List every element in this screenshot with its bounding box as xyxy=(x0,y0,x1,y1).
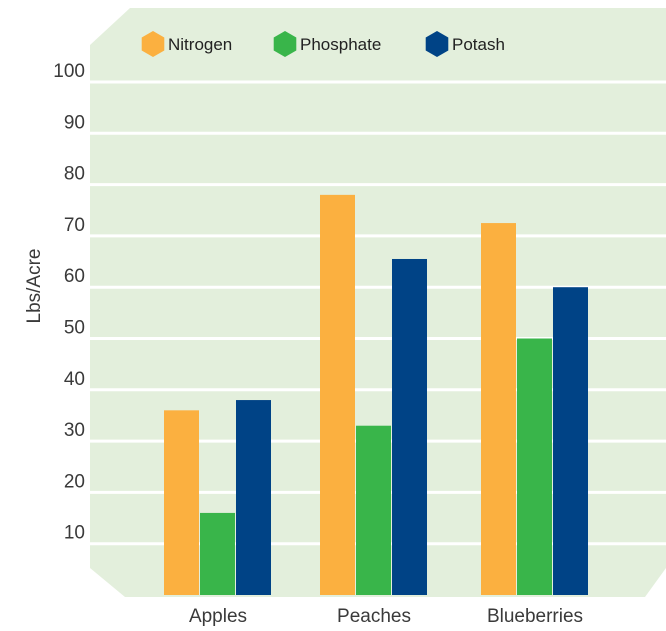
y-tick-label: 80 xyxy=(64,164,85,185)
legend-marker-nitrogen xyxy=(141,31,165,57)
bars xyxy=(164,194,588,596)
bar-potash-peaches xyxy=(392,258,427,595)
bar-nitrogen-peaches xyxy=(320,194,355,596)
legend-label: Nitrogen xyxy=(168,35,232,54)
bar-potash-blueberries xyxy=(553,287,588,595)
y-tick-label: 10 xyxy=(64,523,85,544)
y-tick-label: 40 xyxy=(64,369,85,390)
y-axis-title: Lbs/Acre xyxy=(24,249,45,324)
bar-phosphate-apples xyxy=(200,512,235,595)
category-label: Apples xyxy=(189,606,247,627)
category-label: Blueberries xyxy=(487,606,583,627)
legend-marker-phosphate xyxy=(273,31,297,57)
category-label: Peaches xyxy=(337,606,411,627)
bar-phosphate-blueberries xyxy=(517,338,552,595)
bar-nitrogen-blueberries xyxy=(481,223,516,595)
y-tick-label: 60 xyxy=(64,266,85,287)
legend: Nitrogen Phosphate Potash xyxy=(141,31,505,57)
bar-nitrogen-apples xyxy=(164,410,199,595)
legend-marker-potash xyxy=(425,31,449,57)
legend-label: Potash xyxy=(452,35,505,54)
y-tick-label: 100 xyxy=(53,61,85,82)
bar-phosphate-peaches xyxy=(356,425,391,595)
y-tick-label: 90 xyxy=(64,112,85,133)
y-tick-label: 30 xyxy=(64,420,85,441)
legend-label: Phosphate xyxy=(300,35,381,54)
y-tick-labels: 10 20 30 40 50 60 70 80 90 100 xyxy=(53,61,85,544)
y-tick-label: 20 xyxy=(64,471,85,492)
category-labels: Apples Peaches Blueberries xyxy=(189,606,583,627)
y-tick-label: 50 xyxy=(64,318,85,339)
y-tick-label: 70 xyxy=(64,215,85,236)
bar-potash-apples xyxy=(236,400,271,595)
